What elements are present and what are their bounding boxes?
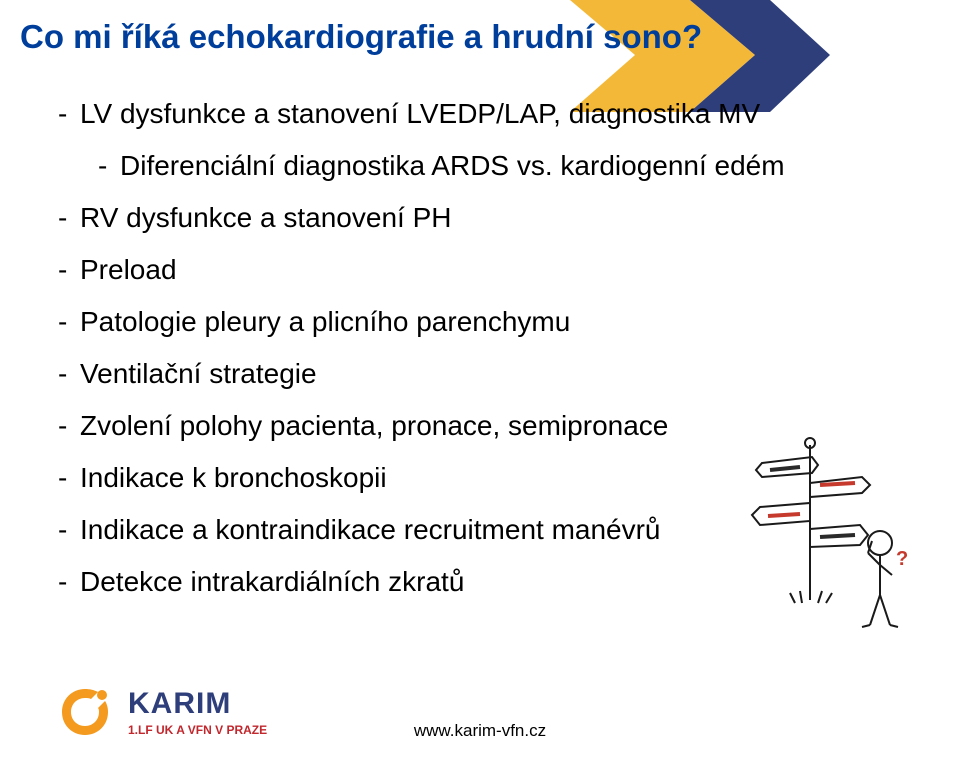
slide-title: Co mi říká echokardiografie a hrudní son… bbox=[20, 18, 702, 56]
slide: { "title": { "text": "Co mi říká echokar… bbox=[0, 0, 960, 765]
svg-text:?: ? bbox=[896, 548, 908, 570]
signpost-illustration: ? bbox=[740, 425, 920, 645]
logo-mark-icon bbox=[56, 683, 114, 741]
bullet-item: Preload bbox=[58, 254, 900, 286]
logo-text: KARIM 1.LF UK A VFN V PRAZE bbox=[128, 687, 267, 737]
bullet-subitem: Diferenciální diagnostika ARDS vs. kardi… bbox=[98, 150, 900, 182]
bullet-item: LV dysfunkce a stanovení LVEDP/LAP, diag… bbox=[58, 98, 900, 130]
bullet-item: Patologie pleury a plicního parenchymu bbox=[58, 306, 900, 338]
bullet-item: RV dysfunkce a stanovení PH bbox=[58, 202, 900, 234]
karim-logo: KARIM 1.LF UK A VFN V PRAZE bbox=[56, 683, 267, 741]
bullet-item: Ventilační strategie bbox=[58, 358, 900, 390]
logo-sub-text: 1.LF UK A VFN V PRAZE bbox=[128, 723, 267, 737]
footer-url: www.karim-vfn.cz bbox=[414, 721, 546, 741]
logo-main-text: KARIM bbox=[128, 687, 267, 721]
